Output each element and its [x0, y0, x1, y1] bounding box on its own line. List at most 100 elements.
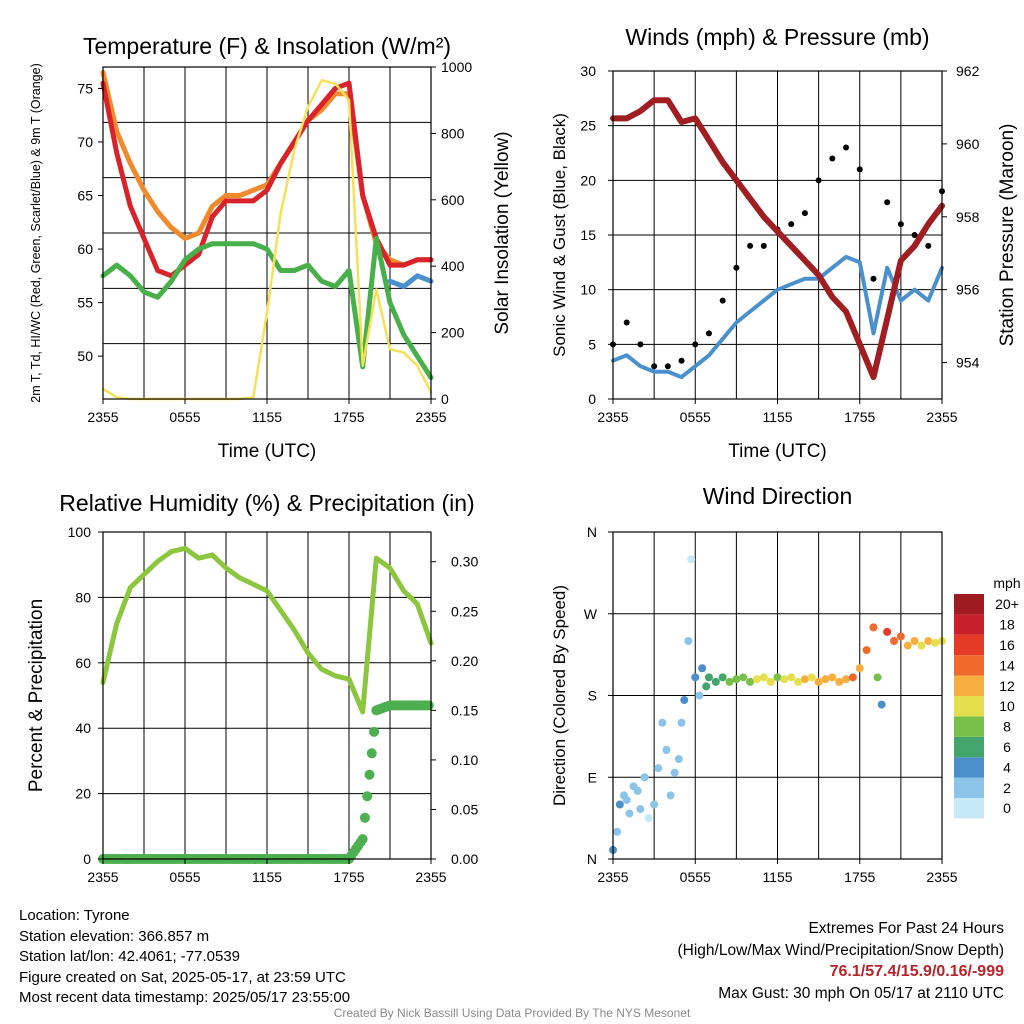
- humidity-y2tick-label: 0.20: [451, 653, 478, 669]
- direction-ytick-label: S: [588, 688, 597, 704]
- direction-ylabel: Direction (Colored By Speed): [550, 585, 569, 806]
- direction-title: Wind Direction: [703, 483, 853, 509]
- max-gust-text: Max Gust: 30 mph On 05/17 at 2110 UTC: [718, 984, 1004, 1002]
- humidity-ytick-label: 0: [83, 851, 91, 867]
- winds-gust-point: [815, 177, 822, 184]
- winds-pressure-line: [610, 97, 945, 381]
- winds-xtick-label: 2355: [926, 409, 957, 425]
- winds-gust-point: [692, 341, 699, 348]
- extremes-info: Extremes For Past 24 Hours (High/Low/Max…: [678, 918, 1005, 1004]
- direction-point: [650, 800, 659, 809]
- humidity-y2tick-label: 0.15: [451, 702, 478, 718]
- temperature-title: Temperature (F) & Insolation (W/m²): [83, 33, 451, 59]
- temperature-xtick-label: 0555: [169, 409, 200, 425]
- direction-point: [680, 696, 689, 705]
- direction-legend-swatch: [954, 736, 984, 758]
- direction-point: [821, 675, 830, 684]
- elevation-text: Station elevation: 366.857 m: [19, 927, 210, 945]
- direction-xtick-label: 0555: [680, 869, 711, 885]
- humidity-precip-point: [423, 700, 434, 711]
- direction-point: [917, 641, 926, 650]
- temperature-y2tick-label: 400: [441, 258, 465, 274]
- location-text: Location: Tyrone: [19, 907, 130, 924]
- direction-point: [677, 718, 686, 727]
- humidity-xtick-label: 2355: [415, 869, 446, 885]
- winds-ylabel: Sonic Wind & Gust (Blue, Black): [550, 113, 569, 357]
- direction-point: [924, 637, 933, 645]
- temperature-y2tick-label: 200: [441, 325, 465, 341]
- direction-point: [794, 677, 803, 686]
- humidity-precip-point: [364, 769, 375, 780]
- direction-point: [622, 795, 631, 804]
- direction-point: [814, 677, 823, 686]
- direction-legend-swatch: [954, 655, 984, 676]
- winds-chart: Winds (mph) & Pressure (mb) 0 5 10 15 20 25 30 9…: [550, 24, 1018, 462]
- humidity-ytick-label: 20: [75, 786, 91, 802]
- temperature-xtick-label: 2355: [87, 409, 118, 425]
- direction-legend-swatch: [954, 675, 984, 696]
- winds-gust-point: [911, 232, 918, 238]
- humidity-precip-point: [357, 834, 368, 845]
- humidity-precip-point: [362, 791, 373, 802]
- winds-ytick-label: 25: [580, 118, 596, 134]
- winds-xlabel: Time (UTC): [728, 441, 827, 462]
- direction-point: [890, 637, 899, 645]
- temperature-ytick-label: 50: [77, 348, 93, 364]
- humidity-y2tick-label: 0.10: [451, 752, 478, 768]
- direction-point: [873, 673, 882, 682]
- direction-xtick-label: 2355: [597, 869, 628, 885]
- direction-point: [828, 673, 837, 682]
- direction-legend-label: 20+: [995, 596, 1019, 612]
- direction-point: [698, 664, 707, 673]
- direction-point: [704, 673, 713, 682]
- direction-point: [695, 691, 704, 700]
- direction-xtick-label: 2355: [926, 869, 957, 885]
- direction-point: [759, 673, 768, 682]
- direction-point: [807, 673, 816, 682]
- humidity-ytick-label: 80: [75, 589, 91, 605]
- humidity-xtick-label: 1755: [333, 869, 364, 885]
- winds-gust-point: [870, 275, 877, 282]
- temperature-xlabel: Time (UTC): [218, 441, 317, 462]
- direction-point: [787, 673, 796, 682]
- winds-sonic-line: [611, 254, 944, 380]
- direction-point: [658, 718, 667, 727]
- winds-ytick-label: 20: [580, 172, 596, 188]
- humidity-ytick-label: 40: [75, 720, 91, 736]
- winds-ytick-label: 10: [580, 282, 596, 298]
- direction-ytick-label: N: [587, 851, 597, 867]
- direction-legend: mph 0 2 4 6 8 10 12 14 16 18 20+: [954, 575, 1021, 819]
- direction-legend-label: 10: [999, 698, 1015, 714]
- humidity-precip-point: [366, 748, 377, 759]
- winds-xtick-label: 1755: [844, 409, 875, 425]
- direction-legend-swatch: [954, 716, 984, 737]
- direction-legend-swatch: [954, 594, 984, 615]
- direction-point: [835, 677, 844, 686]
- humidity-xtick-label: 1155: [252, 869, 282, 885]
- direction-point: [910, 637, 919, 645]
- direction-point: [725, 677, 734, 686]
- direction-legend-swatch: [954, 614, 984, 635]
- direction-point: [903, 641, 912, 650]
- direction-point: [674, 755, 683, 764]
- direction-point: [800, 675, 809, 684]
- direction-legend-label: 16: [999, 637, 1015, 653]
- winds-y2tick-label: 962: [956, 63, 980, 79]
- credit-text: Created By Nick Bassill Using Data Provi…: [333, 1006, 691, 1020]
- direction-legend-swatch: [954, 777, 984, 798]
- direction-ytick-label: W: [584, 606, 598, 622]
- winds-gust-point: [788, 221, 795, 228]
- winds-gust-point: [856, 166, 863, 173]
- direction-point: [670, 768, 679, 777]
- humidity-precip-point: [369, 726, 380, 737]
- direction-ytick-label: N: [587, 524, 597, 540]
- winds-gust-point: [733, 264, 740, 271]
- humidity-y2tick-label: 0.00: [451, 851, 478, 867]
- temperature-xtick-label: 1755: [333, 409, 364, 425]
- direction-point: [687, 555, 696, 564]
- humidity-y2tick-label: 0.25: [451, 603, 478, 619]
- recent-data-text: Most recent data timestamp: 2025/05/17 2…: [19, 989, 351, 1006]
- winds-ytick-label: 0: [588, 391, 596, 407]
- humidity-y2tick-label: 0.30: [451, 554, 478, 570]
